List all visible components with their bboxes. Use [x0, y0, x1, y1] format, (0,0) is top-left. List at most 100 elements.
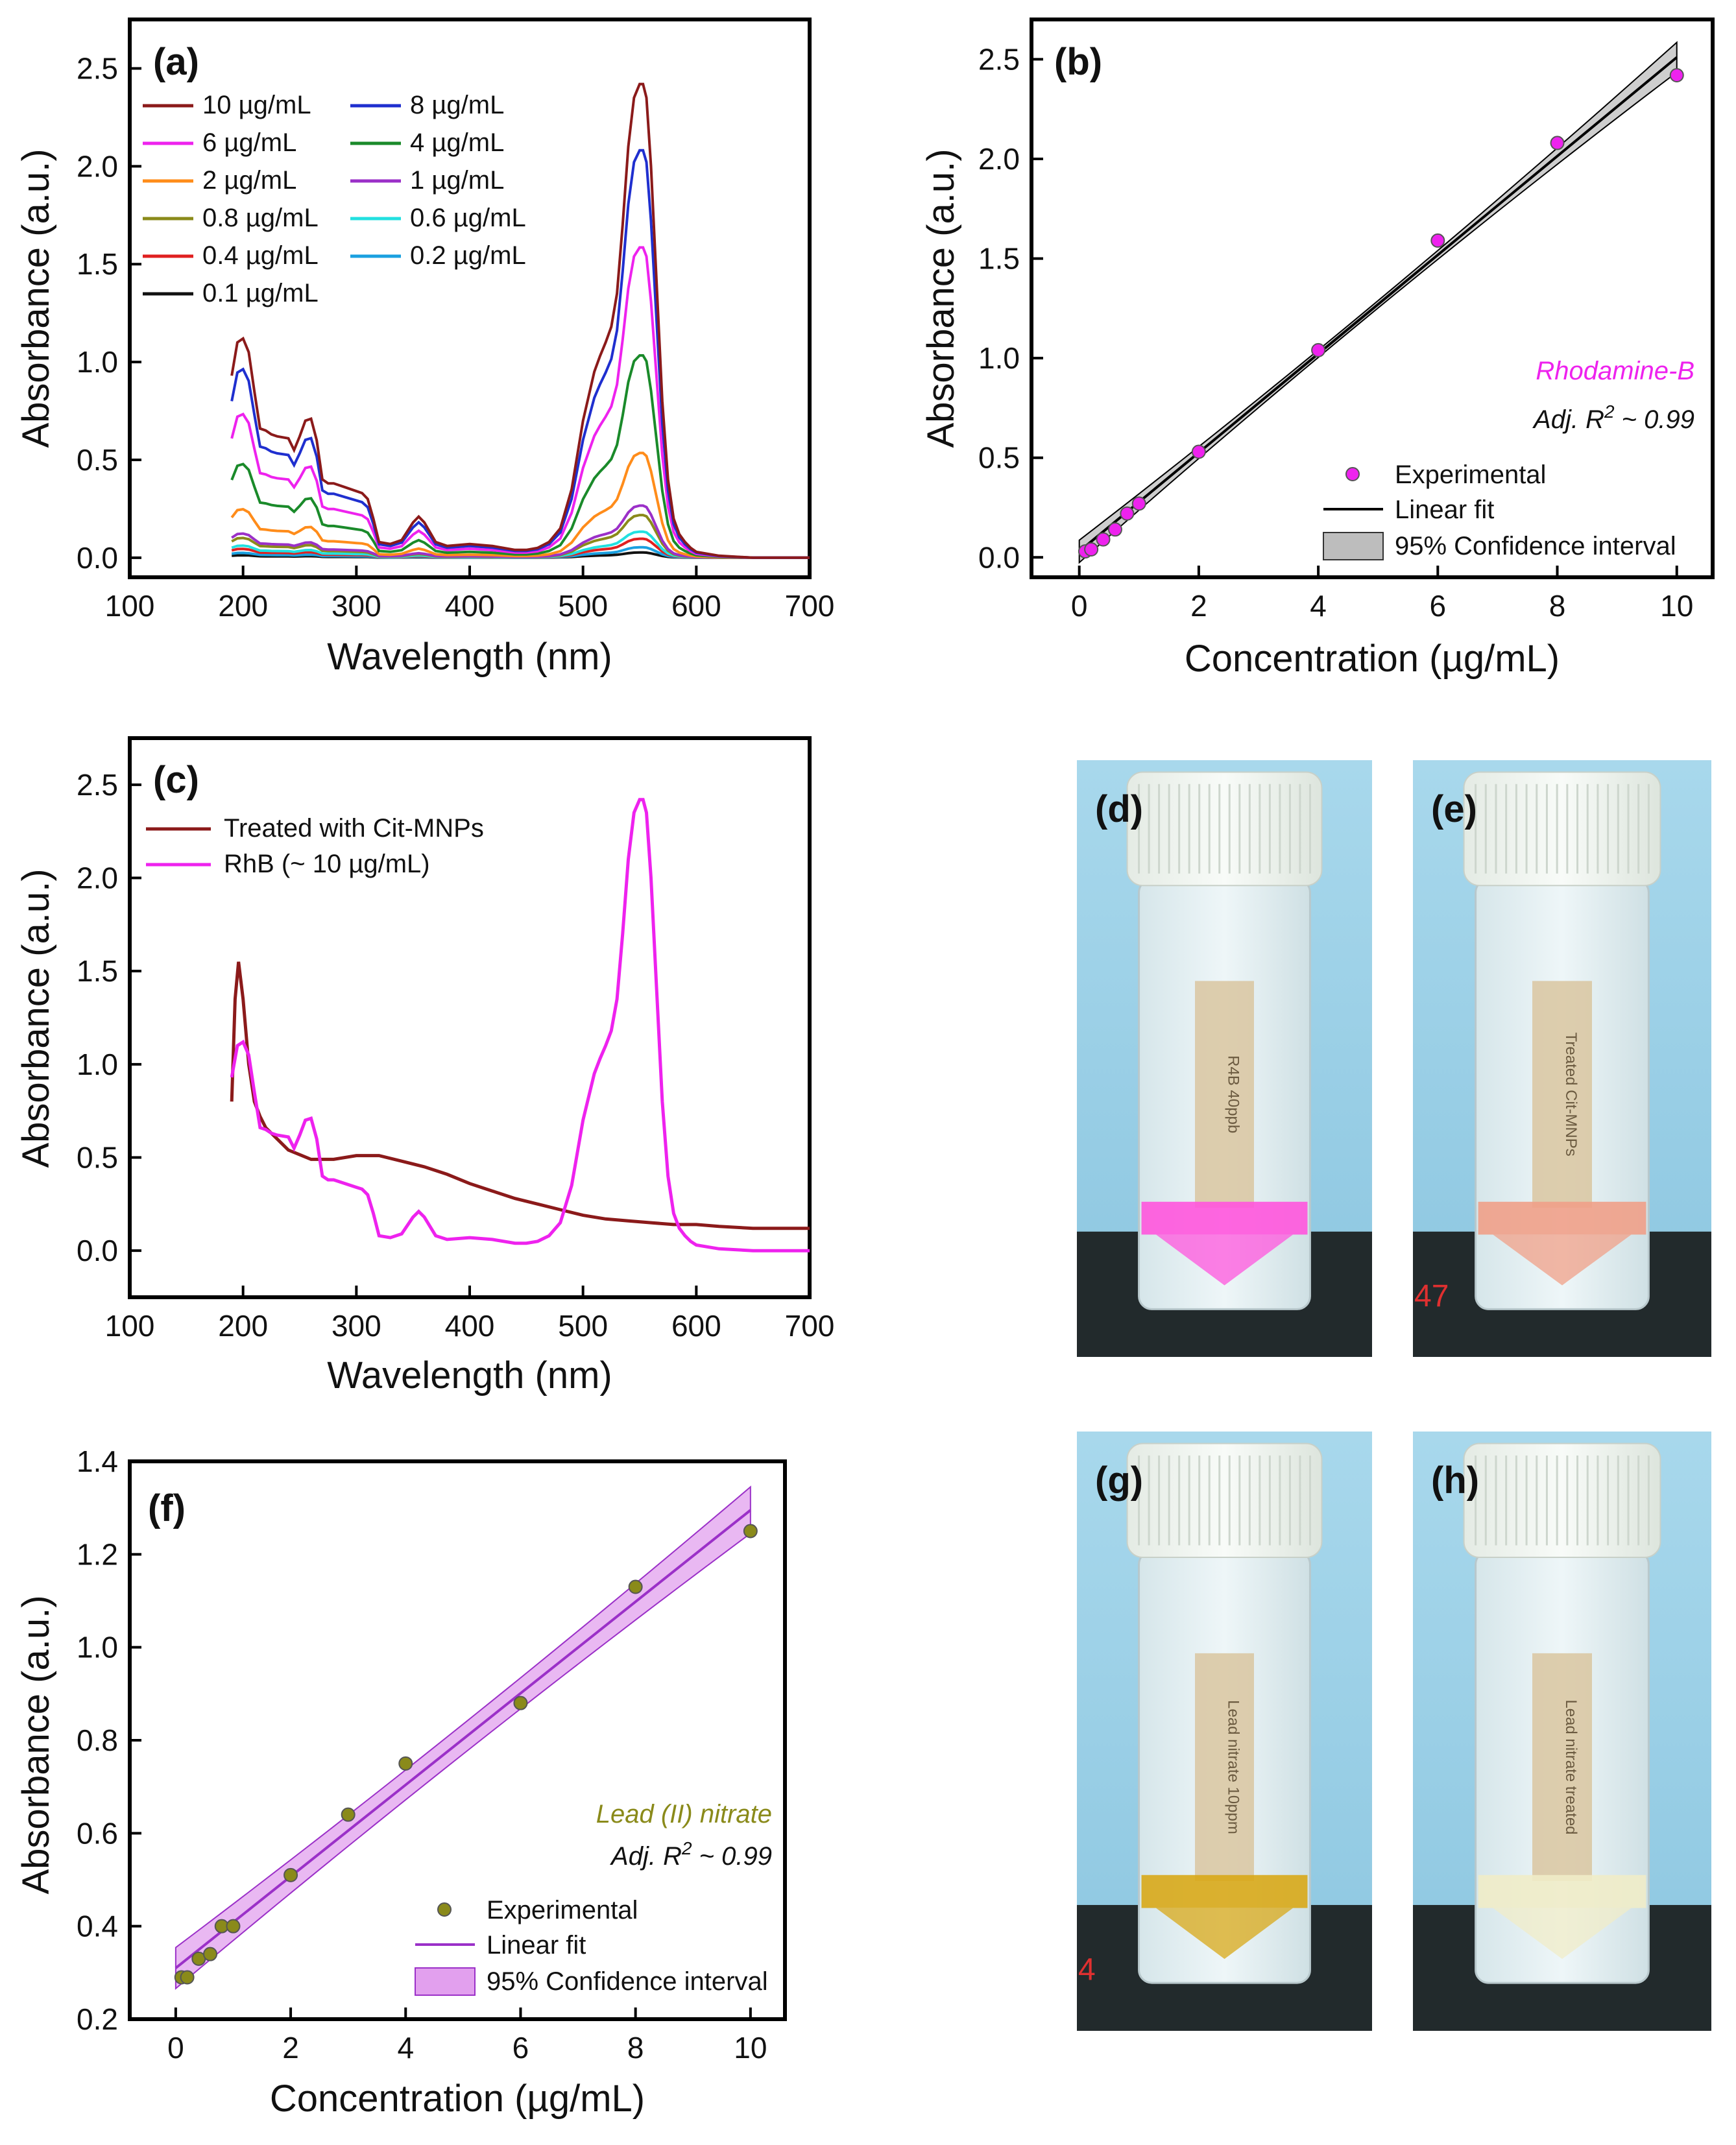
a-legend-entry: 6 µg/mL [202, 128, 296, 157]
b-x-ticks: 0 2 4 6 8 10 [1071, 566, 1693, 623]
f-y-tick-label: 0.8 [77, 1723, 118, 1757]
b-legend-band-swatch [1323, 532, 1384, 560]
sticker-text: R4B 40ppb [1225, 1055, 1242, 1133]
photo-edge-text: 47 [1414, 1279, 1449, 1313]
b-legend-entry: 95% Confidence interval [1395, 532, 1676, 560]
f-data-point [743, 1524, 758, 1539]
f-y-tick-label: 0.6 [77, 1816, 118, 1850]
f-legend: Experimental Linear fit 95% Confidence int… [415, 1896, 768, 1996]
f-data-point [341, 1807, 356, 1822]
tube-cap [1463, 771, 1661, 887]
c-series-line [230, 961, 810, 1230]
c-series-line [230, 798, 810, 1252]
f-data-point [398, 1756, 413, 1771]
f-x-tick-label: 6 [512, 2031, 529, 2065]
a-series-line [230, 246, 810, 559]
c-legend-entry: RhB (~ 10 µg/mL) [224, 850, 430, 878]
f-y-ticks: 0.2 0.4 0.6 0.8 1.0 1.2 1.4 [77, 1444, 141, 2036]
tube-conical-tip [1493, 1908, 1632, 1959]
b-data-point [1669, 68, 1684, 82]
c-y-tick-label: 0.0 [77, 1234, 118, 1267]
a-series-line [230, 82, 810, 559]
b-data-point [1191, 444, 1206, 459]
f-x-tick-label: 0 [167, 2031, 184, 2065]
sticker-text: Lead nitrate 10ppm [1225, 1700, 1242, 1834]
f-y-axis-label: Absorbance (a.u.) [15, 1595, 57, 1894]
a-y-tick-label: 0.5 [77, 443, 118, 477]
b-x-axis-label: Concentration (µg/mL) [1185, 638, 1560, 680]
a-y-tick-label: 1.5 [77, 247, 118, 281]
sticker-text: Lead nitrate treated [1562, 1699, 1580, 1834]
c-x-tick-label: 700 [785, 1309, 835, 1343]
f-y-tick-label: 0.2 [77, 2002, 118, 2036]
f-x-tick-label: 10 [734, 2031, 767, 2065]
photo-edge-text: 4 [1078, 1952, 1096, 1987]
b-data-point [1311, 342, 1326, 357]
f-data-point [513, 1696, 528, 1710]
a-legend-entry: 0.6 µg/mL [410, 204, 526, 232]
f-fit-line [175, 1509, 752, 1969]
tube-conical-tip [1155, 1908, 1294, 1959]
b-r2-label: Adj. R2 ~ 0.99 [1532, 401, 1694, 434]
f-y-tick-label: 0.4 [77, 1910, 118, 1943]
a-legend: 10 µg/mL 8 µg/mL 6 µg/mL 4 µg/mL 2 µg/mL 1 µg… [143, 91, 526, 307]
f-legend-band-swatch [415, 1967, 476, 1996]
panel-c: 100 200 300 400 500 600 700 0.0 0.5 1.0 1.5 2.0 2.5… [15, 736, 835, 1396]
c-y-tick-label: 2.5 [77, 768, 118, 802]
b-confidence-band [1078, 41, 1678, 564]
panel-label-f: (f) [148, 1487, 186, 1529]
panel-b: 0 2 4 6 8 10 0.0 0.5 1.0 1.5 2.0 2.5 (b) Rhodamine… [920, 18, 1715, 680]
f-r2-label: Adj. R2 ~ 0.99 [610, 1838, 772, 1871]
f-data-point [283, 1867, 298, 1882]
f-data-point [203, 1947, 218, 1961]
b-x-tick-label: 0 [1071, 589, 1088, 623]
b-plot-group [1078, 41, 1684, 564]
b-y-tick-label: 0.0 [978, 540, 1020, 574]
b-y-tick-label: 1.0 [978, 341, 1020, 375]
c-x-ticks: 100 200 300 400 500 600 700 [105, 1286, 835, 1343]
a-legend-entry: 4 µg/mL [410, 128, 504, 157]
c-y-axis-label: Absorbance (a.u.) [15, 869, 57, 1168]
panel-label-d: (d) [1095, 788, 1143, 830]
photo-panels: R4B 40ppb (d) Treated Cit-MNPs (e) 47 Lead ni… [1077, 760, 1711, 2031]
b-data-point [1550, 136, 1565, 150]
b-x-tick-label: 4 [1310, 589, 1327, 623]
a-legend-entry: 8 µg/mL [410, 91, 504, 119]
panel-label-g: (g) [1095, 1459, 1143, 1502]
tube-conical-tip [1493, 1234, 1632, 1286]
b-x-tick-label: 10 [1660, 589, 1693, 623]
b-annotation: Rhodamine-B [1536, 357, 1694, 385]
tube-liquid [1141, 1201, 1308, 1235]
b-data-point [1096, 532, 1111, 547]
tube-cap [1126, 1443, 1323, 1559]
a-legend-entry: 1 µg/mL [410, 166, 504, 195]
tube-sticker [1195, 1653, 1254, 1881]
tube-cap [1463, 1443, 1661, 1559]
tube-sticker [1195, 981, 1254, 1208]
b-data-point [1107, 522, 1122, 537]
f-legend-entry: Linear fit [487, 1931, 586, 1959]
b-x-tick-label: 2 [1190, 589, 1207, 623]
a-x-ticks: 100 200 300 400 500 600 700 [105, 566, 835, 623]
b-data-point [1120, 506, 1135, 521]
a-y-tick-label: 2.0 [77, 149, 118, 183]
f-y-tick-label: 1.4 [77, 1444, 118, 1478]
a-x-tick-label: 700 [785, 589, 835, 623]
a-y-ticks: 0.0 0.5 1.0 1.5 2.0 2.5 [77, 51, 141, 575]
tube-sticker [1532, 1653, 1592, 1881]
b-y-tick-label: 2.0 [978, 142, 1020, 176]
tube-liquid [1141, 1875, 1308, 1908]
panel-a: 100 200 300 400 500 600 700 0.0 0.5 1.0 1.5 2.0 2.5… [15, 18, 835, 678]
a-legend-entry: 0.4 µg/mL [202, 241, 319, 270]
c-x-tick-label: 100 [105, 1309, 155, 1343]
c-legend: Treated with Cit-MNPs RhB (~ 10 µg/mL) [146, 814, 484, 878]
a-series-line [231, 504, 810, 559]
b-y-tick-label: 2.5 [978, 42, 1020, 76]
f-y-tick-label: 1.0 [77, 1631, 118, 1664]
panel-label-h: (h) [1431, 1459, 1479, 1502]
a-x-tick-label: 200 [218, 589, 268, 623]
photo-d: R4B 40ppb (d) [1077, 760, 1372, 1357]
a-legend-entry: 10 µg/mL [202, 91, 311, 119]
f-x-ticks: 0 2 4 6 8 10 [167, 2007, 767, 2065]
